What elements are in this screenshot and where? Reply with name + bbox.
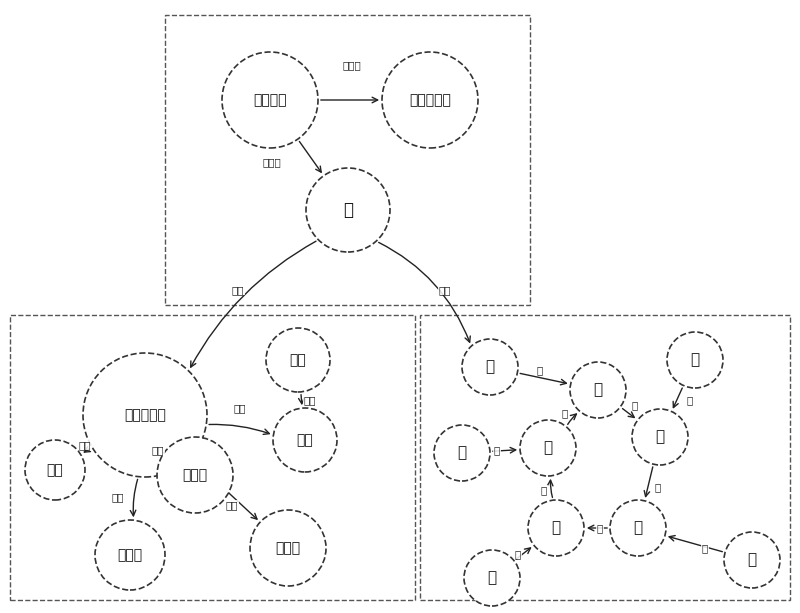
Circle shape xyxy=(95,520,165,590)
Circle shape xyxy=(273,408,337,472)
Text: 水: 水 xyxy=(543,441,553,455)
Circle shape xyxy=(610,500,666,556)
Text: 金: 金 xyxy=(551,520,561,536)
Bar xyxy=(10,315,415,600)
Text: 包含: 包含 xyxy=(234,403,246,413)
Circle shape xyxy=(157,437,233,513)
Text: 肺: 肺 xyxy=(487,571,497,585)
Text: 肝火炽盛: 肝火炽盛 xyxy=(254,93,286,107)
Text: 属: 属 xyxy=(702,543,708,553)
Text: 生: 生 xyxy=(562,408,568,418)
Text: 属: 属 xyxy=(537,365,543,375)
Circle shape xyxy=(667,332,723,388)
Circle shape xyxy=(528,500,584,556)
Circle shape xyxy=(250,510,326,586)
Circle shape xyxy=(83,353,207,477)
Text: 生: 生 xyxy=(632,400,638,410)
Text: 当归: 当归 xyxy=(297,433,314,447)
Text: 脾: 脾 xyxy=(747,552,757,568)
Text: 生: 生 xyxy=(597,523,603,533)
Text: 主体为: 主体为 xyxy=(262,157,282,167)
Circle shape xyxy=(724,532,780,588)
Text: 包含: 包含 xyxy=(78,440,91,450)
Text: 属: 属 xyxy=(687,395,693,405)
Text: 火: 火 xyxy=(655,430,665,444)
Text: 生: 生 xyxy=(655,482,661,492)
Circle shape xyxy=(266,328,330,392)
Text: 包含: 包含 xyxy=(152,445,164,455)
Circle shape xyxy=(464,550,520,606)
Circle shape xyxy=(306,168,390,252)
Circle shape xyxy=(632,409,688,465)
Text: 相同: 相同 xyxy=(438,285,451,295)
Text: 生地黄: 生地黄 xyxy=(275,541,301,555)
Text: 龙胆草: 龙胆草 xyxy=(182,468,207,482)
Text: 肝: 肝 xyxy=(343,201,353,219)
Text: 肝经: 肝经 xyxy=(290,353,306,367)
Text: 肾: 肾 xyxy=(458,446,466,460)
Bar xyxy=(420,315,790,600)
Circle shape xyxy=(520,420,576,476)
Text: 车前子: 车前子 xyxy=(118,548,142,562)
Text: 龙胆泻肝汤: 龙胆泻肝汤 xyxy=(124,408,166,422)
Circle shape xyxy=(222,52,318,148)
Text: 木: 木 xyxy=(594,383,602,397)
Circle shape xyxy=(25,440,85,500)
Circle shape xyxy=(382,52,478,148)
Text: 心: 心 xyxy=(690,352,699,368)
Circle shape xyxy=(462,339,518,395)
Text: 龙胆泻肝汤: 龙胆泻肝汤 xyxy=(409,93,451,107)
Text: 黄芩: 黄芩 xyxy=(46,463,63,477)
Text: 方剂为: 方剂为 xyxy=(342,60,362,70)
Text: 包含: 包含 xyxy=(226,500,238,510)
Circle shape xyxy=(570,362,626,418)
Text: 属: 属 xyxy=(515,549,521,559)
Text: 土: 土 xyxy=(634,520,642,536)
Text: 包含: 包含 xyxy=(232,285,244,295)
Text: 归经: 归经 xyxy=(304,395,316,405)
Text: 属: 属 xyxy=(494,445,500,455)
Text: 包含: 包含 xyxy=(112,492,124,502)
Bar xyxy=(165,15,530,305)
Circle shape xyxy=(434,425,490,481)
Text: 肝: 肝 xyxy=(486,359,494,375)
Text: 生: 生 xyxy=(541,485,547,495)
